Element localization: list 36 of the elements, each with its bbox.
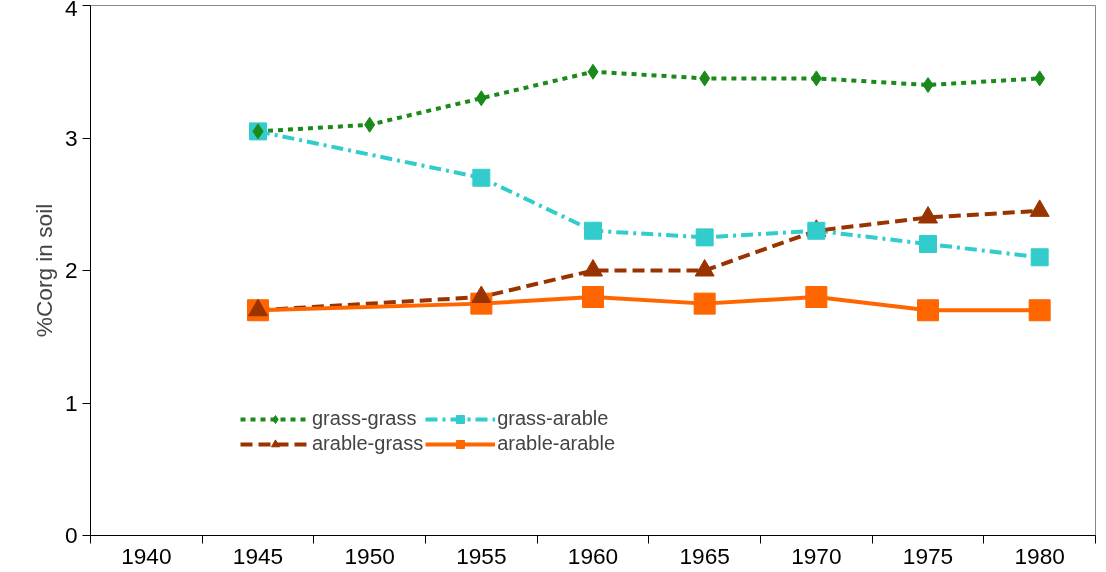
x-tick-label: 1940 [121,542,172,569]
point [584,221,602,240]
x-tick-label: 1980 [1014,542,1065,569]
point [587,63,599,80]
point [699,70,711,87]
y-tick-label: 1 [64,389,78,416]
x-tick-label: 1945 [232,542,284,569]
legend-label: grass-grass [312,407,417,430]
point [805,286,828,308]
point [919,235,937,253]
point [472,168,491,187]
point [693,292,716,315]
x-tick-label: 1965 [679,542,730,569]
y-tick-label: 3 [64,124,78,151]
y-tick-label: 4 [64,0,78,21]
x-tick-label: 1960 [567,542,619,569]
x-tick-label: 1955 [456,542,507,569]
y-axis-title: %Corg in soil [30,203,57,338]
point [810,70,822,87]
x-tick-label: 1950 [344,542,395,569]
point [1030,248,1049,267]
x-tick-label: 1975 [902,542,954,569]
point [1028,299,1051,322]
legend-label: grass-arable [497,407,609,430]
legend-label: arable-grass [312,432,424,455]
point [1034,70,1046,87]
point [922,77,934,93]
point [917,299,939,322]
point [582,286,604,308]
point [364,116,376,133]
y-tick-label: 2 [64,257,78,283]
point [695,228,714,247]
legend-label: arable-arable [497,432,616,455]
y-tick-label: 0 [64,522,78,548]
x-tick-label: 1970 [791,542,842,569]
point [475,90,487,107]
